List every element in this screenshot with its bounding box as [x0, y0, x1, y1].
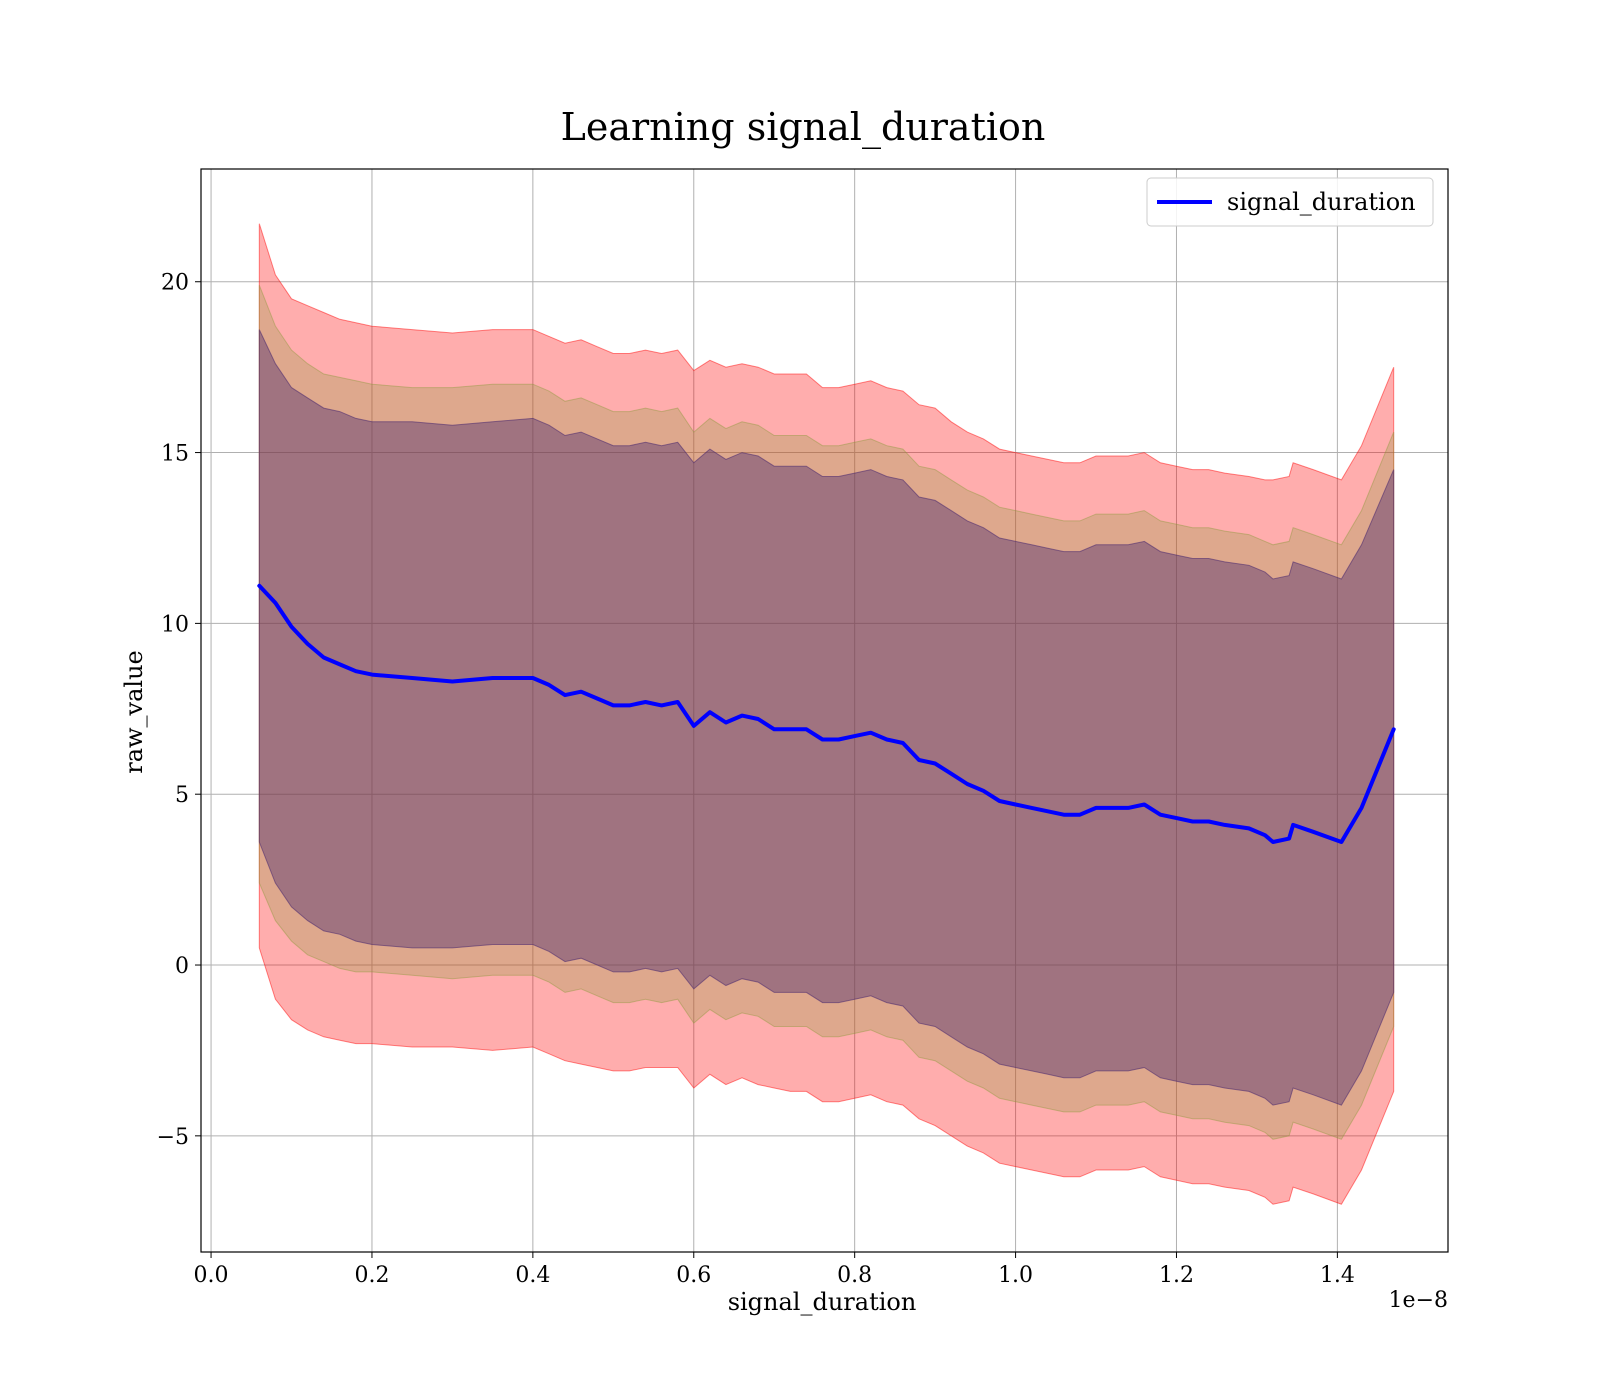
y-tick-label: 0: [175, 954, 189, 979]
x-tick-label: 0.2: [354, 1263, 389, 1288]
legend: signal_duration: [1146, 177, 1434, 227]
y-tick-label: 10: [161, 612, 189, 637]
y-tick-label: 20: [161, 271, 189, 296]
x-tick-label: 1.2: [1159, 1263, 1194, 1288]
legend-label-signal-duration: signal_duration: [1227, 188, 1416, 216]
x-tick-label: 1.0: [998, 1263, 1033, 1288]
y-axis-title: raw_value: [120, 650, 148, 774]
x-tick-label: 0.8: [837, 1263, 872, 1288]
y-tick-label: 15: [161, 442, 189, 467]
axis-ticks: 0.0 0.2 0.4 0.6 0.8 1.0 1.2 1.4 −5 0 5 10 15 20: [157, 271, 1355, 1288]
x-axis-title: signal_duration: [728, 1288, 917, 1316]
chart-title: Learning signal_duration: [561, 105, 1046, 150]
series-lines: [257, 583, 1396, 844]
band-2: [258, 329, 1395, 1106]
band-0: [258, 223, 1395, 1205]
y-tick-label: −5: [157, 1125, 189, 1150]
y-tick-label: 5: [175, 783, 189, 808]
confidence-bands: [258, 223, 1395, 1205]
x-tick-label: 0.0: [194, 1263, 229, 1288]
x-axis-offset-label: 1e−8: [1389, 1288, 1448, 1313]
legend-box: [1146, 177, 1434, 227]
grid: [201, 169, 1448, 1252]
x-tick-label: 1.4: [1320, 1263, 1355, 1288]
band-1: [258, 285, 1395, 1140]
plot-frame: [200, 168, 1449, 1253]
x-tick-label: 0.4: [515, 1263, 550, 1288]
series-line-signal-duration: [257, 583, 1396, 844]
x-tick-label: 0.6: [676, 1263, 711, 1288]
